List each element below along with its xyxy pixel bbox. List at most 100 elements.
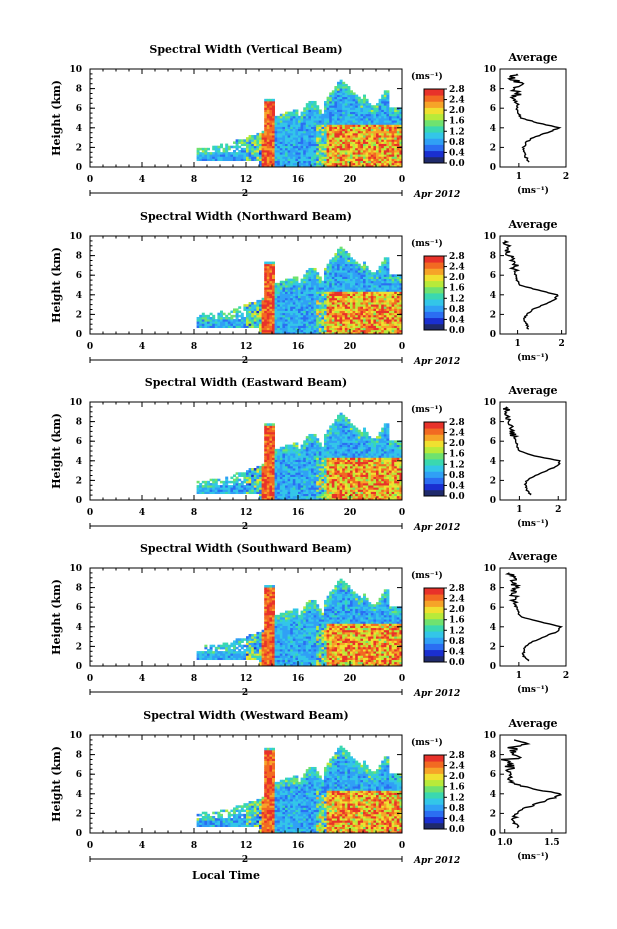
heatmap-cell <box>248 306 252 309</box>
heatmap-cell <box>199 487 203 490</box>
heatmap-cell <box>272 272 275 275</box>
heatmap-cell <box>368 107 372 110</box>
colorbar-segment <box>424 156 444 164</box>
heatmap-cell <box>305 107 309 110</box>
heatmap-cell <box>261 312 265 316</box>
heatmap-cell <box>269 278 273 282</box>
heatmap-cell <box>381 145 385 149</box>
heatmap-cell <box>381 100 385 104</box>
heatmap-cell <box>238 141 242 144</box>
heatmap-cell <box>266 440 270 443</box>
heatmap-cell <box>337 308 340 311</box>
heatmap-cell <box>370 282 374 286</box>
heatmap-cell <box>303 143 307 147</box>
heatmap-cell <box>342 274 346 277</box>
heatmap-cell <box>316 154 320 157</box>
heatmap-cell <box>381 293 385 297</box>
heatmap-cell <box>308 132 312 136</box>
heatmap-cell <box>300 164 304 168</box>
heatmap-cell <box>279 306 283 309</box>
heatmap-cell <box>381 276 385 280</box>
heatmap-cell <box>261 314 265 318</box>
heatmap-cell <box>235 325 239 329</box>
heatmap-cell <box>290 128 294 132</box>
heatmap-cell <box>339 250 343 254</box>
heatmap-cell <box>274 135 278 138</box>
heatmap-cell <box>298 141 301 144</box>
heatmap-cell <box>227 145 231 149</box>
heatmap-cell <box>321 156 325 159</box>
heatmap-cell <box>389 293 392 297</box>
heatmap-cell <box>334 331 338 335</box>
heatmap-cell <box>264 472 268 475</box>
heatmap-cell <box>324 137 327 140</box>
heatmap-cell <box>266 128 270 132</box>
heatmap-cell <box>339 287 343 290</box>
heatmap-cell <box>282 459 286 463</box>
heatmap-cell <box>355 261 359 265</box>
heatmap-cell <box>251 476 255 480</box>
heatmap-cell <box>370 319 374 322</box>
heatmap-cell <box>279 162 283 166</box>
heatmap-cell <box>256 474 260 477</box>
heatmap-cell <box>383 128 387 132</box>
heatmap-cell <box>295 482 299 486</box>
heatmap-cell <box>292 282 296 286</box>
heatmap-cell <box>373 145 377 149</box>
heatmap-cell <box>360 143 364 147</box>
heatmap-cell <box>287 152 291 155</box>
heatmap-cell <box>311 109 314 113</box>
heatmap-cell <box>363 312 366 316</box>
heatmap-cell <box>305 135 309 138</box>
heatmap-cell <box>376 118 379 121</box>
heatmap-cell <box>201 325 205 329</box>
heatmap-cell <box>261 310 265 314</box>
heatmap-cell <box>342 289 346 292</box>
heatmap-cell <box>295 470 299 473</box>
heatmap-cell <box>264 478 268 482</box>
heatmap-cell <box>303 154 307 157</box>
heatmap-cell <box>399 143 403 147</box>
heatmap-cell <box>279 451 283 454</box>
heatmap-cell <box>308 118 312 121</box>
heatmap-cell <box>264 147 268 151</box>
heatmap-cell <box>279 478 283 482</box>
heatmap-cell <box>253 306 257 309</box>
heatmap-cell <box>339 83 343 87</box>
heatmap-cell <box>347 299 351 303</box>
heatmap-cell <box>334 96 338 100</box>
heatmap-cell <box>339 115 343 119</box>
colorbar-segment <box>424 95 444 102</box>
heatmap-cell <box>292 126 296 130</box>
heatmap-cell <box>373 287 377 290</box>
heatmap-cell <box>282 465 286 469</box>
heatmap-cell <box>259 304 262 307</box>
heatmap-cell <box>381 141 385 144</box>
heatmap-cell <box>308 278 312 282</box>
colorbar-unit: (ms⁻¹) <box>411 71 443 82</box>
heatmap-cell <box>266 120 270 123</box>
heatmap-cell <box>370 158 374 162</box>
heatmap-cell <box>378 130 382 134</box>
heatmap-cell <box>324 472 327 475</box>
heatmap-cell <box>383 270 387 273</box>
heatmap-cell <box>303 323 307 326</box>
heatmap-cell <box>370 297 374 301</box>
heatmap-cell <box>259 306 262 309</box>
heatmap-cell <box>274 302 278 305</box>
heatmap-cell <box>381 98 385 102</box>
heatmap-cell <box>324 497 327 501</box>
heatmap-cell <box>394 331 398 335</box>
heatmap-cell <box>277 457 281 460</box>
heatmap-cell <box>279 308 283 311</box>
heatmap-cell <box>386 120 390 123</box>
heatmap-cell <box>350 278 353 282</box>
heatmap-cell <box>207 147 210 151</box>
heatmap-cell <box>305 164 309 168</box>
heatmap-cell <box>350 304 353 307</box>
heatmap-cell <box>326 130 330 134</box>
heatmap-cell <box>347 259 351 262</box>
heatmap-cell <box>285 162 288 166</box>
heatmap-cell <box>290 459 294 463</box>
heatmap-cell <box>396 143 400 147</box>
